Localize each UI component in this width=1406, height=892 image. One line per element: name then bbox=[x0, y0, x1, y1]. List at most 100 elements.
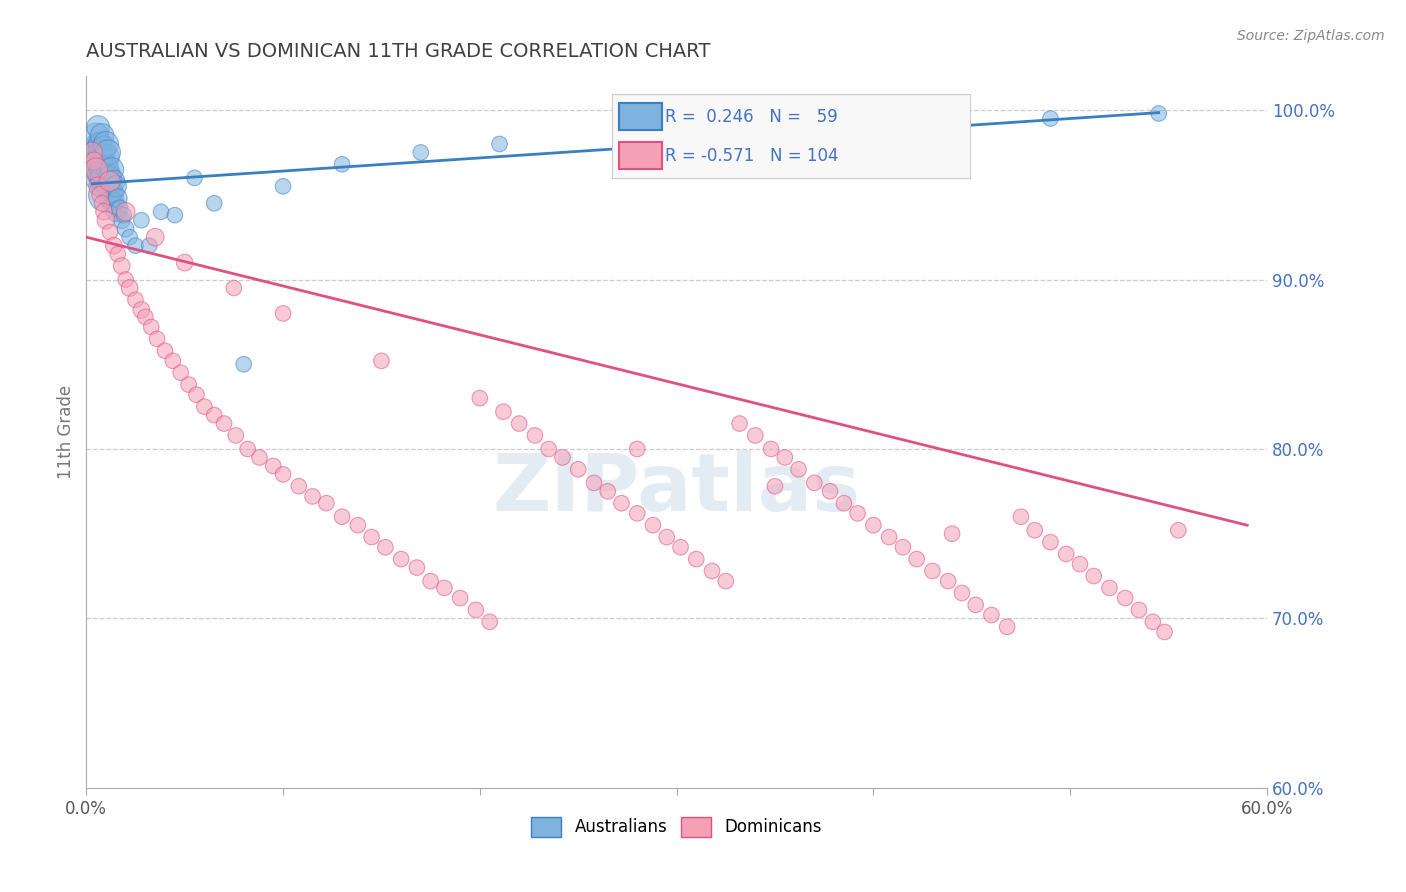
Point bbox=[449, 591, 471, 605]
Point bbox=[523, 428, 546, 442]
Point bbox=[724, 123, 747, 137]
Point bbox=[104, 204, 127, 219]
Point bbox=[97, 179, 120, 194]
Point bbox=[114, 204, 136, 219]
Point bbox=[89, 168, 111, 182]
Point bbox=[107, 247, 129, 261]
Text: AUSTRALIAN VS DOMINICAN 11TH GRADE CORRELATION CHART: AUSTRALIAN VS DOMINICAN 11TH GRADE CORRE… bbox=[86, 42, 710, 61]
Point bbox=[94, 170, 117, 185]
Point bbox=[111, 259, 134, 273]
Point bbox=[104, 179, 127, 194]
Point bbox=[389, 552, 412, 566]
Point bbox=[94, 136, 117, 151]
Point bbox=[891, 540, 914, 554]
Point bbox=[131, 213, 153, 227]
Point bbox=[582, 475, 605, 490]
Point bbox=[141, 320, 163, 334]
Point bbox=[91, 145, 114, 160]
Point bbox=[936, 574, 959, 588]
Point bbox=[131, 303, 153, 318]
Point bbox=[965, 598, 987, 612]
Point bbox=[183, 170, 205, 185]
Point bbox=[567, 462, 589, 476]
Point bbox=[91, 162, 114, 177]
Point bbox=[610, 496, 633, 510]
Y-axis label: 11th Grade: 11th Grade bbox=[58, 385, 75, 479]
Point bbox=[360, 530, 382, 544]
Point bbox=[862, 518, 884, 533]
Point bbox=[177, 377, 200, 392]
Point bbox=[655, 530, 678, 544]
Point bbox=[980, 607, 1002, 622]
Point bbox=[143, 230, 166, 244]
Text: ZIPatlas: ZIPatlas bbox=[492, 450, 860, 528]
Point bbox=[1128, 603, 1150, 617]
FancyBboxPatch shape bbox=[619, 103, 662, 130]
Point bbox=[162, 354, 184, 368]
Point bbox=[433, 581, 456, 595]
Point bbox=[1098, 581, 1121, 595]
Point bbox=[111, 213, 134, 227]
Point bbox=[94, 187, 117, 202]
Point bbox=[596, 484, 619, 499]
Point bbox=[773, 450, 796, 465]
Point bbox=[87, 145, 110, 160]
Legend: Australians, Dominicans: Australians, Dominicans bbox=[524, 810, 828, 844]
Point bbox=[87, 179, 110, 194]
Point bbox=[315, 496, 337, 510]
Point bbox=[91, 128, 114, 143]
Point bbox=[288, 479, 311, 493]
Point bbox=[93, 204, 115, 219]
Point bbox=[84, 170, 107, 185]
Point bbox=[225, 428, 247, 442]
Point bbox=[98, 174, 121, 188]
Point bbox=[492, 405, 515, 419]
Point bbox=[374, 540, 396, 554]
Point bbox=[537, 442, 560, 456]
Point bbox=[93, 174, 115, 188]
Point bbox=[700, 564, 723, 578]
Point bbox=[1142, 615, 1164, 629]
Point bbox=[193, 400, 215, 414]
Point bbox=[626, 442, 648, 456]
Point bbox=[124, 293, 146, 307]
Point bbox=[330, 509, 353, 524]
Point bbox=[101, 185, 124, 199]
Point bbox=[89, 187, 111, 202]
Point bbox=[347, 518, 370, 533]
Point bbox=[405, 560, 427, 574]
Point bbox=[271, 306, 294, 320]
Point bbox=[832, 496, 855, 510]
Point bbox=[118, 281, 141, 295]
Point bbox=[236, 442, 259, 456]
Point bbox=[84, 162, 107, 177]
Point bbox=[271, 467, 294, 482]
Point bbox=[101, 162, 124, 177]
Point bbox=[1167, 524, 1189, 538]
Point bbox=[1147, 106, 1170, 120]
Point bbox=[173, 255, 195, 269]
Point bbox=[93, 157, 115, 171]
Point bbox=[301, 490, 323, 504]
Point bbox=[921, 564, 943, 578]
Text: Source: ZipAtlas.com: Source: ZipAtlas.com bbox=[1237, 29, 1385, 43]
Point bbox=[163, 208, 186, 222]
Point bbox=[84, 128, 107, 143]
Point bbox=[728, 417, 751, 431]
Point bbox=[626, 507, 648, 521]
Point bbox=[941, 526, 963, 541]
Point bbox=[669, 540, 692, 554]
Point bbox=[103, 196, 125, 211]
Point bbox=[83, 162, 105, 177]
Point bbox=[107, 191, 129, 205]
Point bbox=[146, 332, 169, 346]
Point bbox=[98, 191, 121, 205]
Point bbox=[262, 458, 284, 473]
Point bbox=[89, 136, 111, 151]
Point bbox=[468, 391, 491, 405]
Point bbox=[950, 586, 973, 600]
Point bbox=[626, 128, 648, 143]
Point bbox=[153, 343, 176, 358]
Point bbox=[641, 518, 664, 533]
Point bbox=[232, 357, 254, 371]
